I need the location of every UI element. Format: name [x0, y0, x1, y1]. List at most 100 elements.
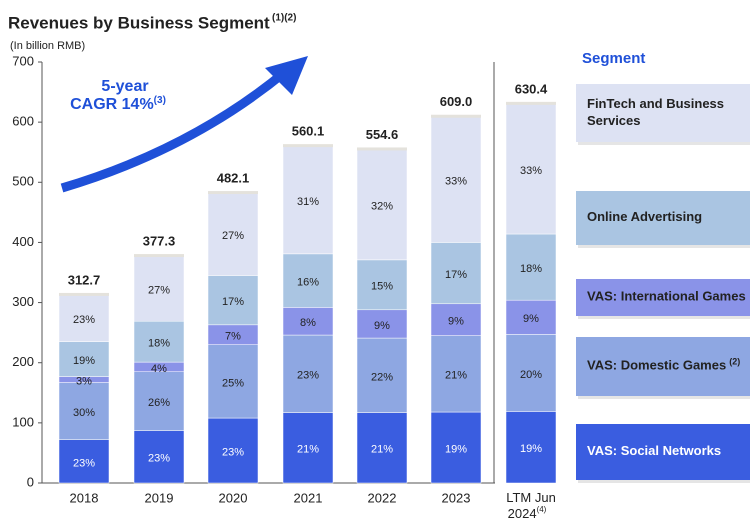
bar-cap: [357, 147, 407, 151]
total-label: 377.3: [143, 234, 176, 249]
legend-text: Online Advertising: [587, 209, 702, 224]
segment-share: 9%: [448, 316, 464, 328]
y-tick-label: 100: [12, 414, 34, 429]
legend-text: VAS: Domestic Games: [587, 358, 726, 373]
legend-swatch: [576, 424, 750, 480]
bar-segment: [207, 275, 259, 326]
bar-segment: [282, 412, 334, 484]
segment-share: 33%: [520, 165, 542, 177]
y-tick-label: 400: [12, 234, 34, 249]
segment-share: 9%: [374, 320, 390, 332]
bar-segment: [356, 149, 408, 261]
bar-segment: [282, 307, 334, 336]
segment-share: 25%: [222, 377, 244, 389]
bar-cap: [506, 101, 556, 105]
bar-segment: [207, 417, 259, 484]
growth-arrow: [60, 68, 288, 193]
bar-segment: [430, 303, 482, 336]
segment-share: 33%: [445, 175, 467, 187]
segment-share: 15%: [371, 281, 393, 293]
total-label: 482.1: [217, 170, 250, 185]
bar-segment: [282, 334, 334, 413]
bar-segment: [505, 334, 557, 412]
y-tick-label: 200: [12, 354, 34, 369]
annotation-note: (3): [154, 95, 166, 106]
segment-share: 23%: [73, 314, 95, 326]
annotation-line: 5-year: [101, 78, 148, 95]
segment-share: 23%: [297, 370, 319, 382]
bar-segment: [505, 299, 557, 335]
bar-segment: [58, 439, 110, 484]
segment-share: 23%: [148, 453, 170, 465]
x-tick-line: LTM Jun: [506, 490, 556, 505]
bar-segment: [58, 382, 110, 440]
segment-share: 8%: [300, 317, 316, 329]
legend-title: Segment: [582, 50, 645, 67]
segment-share: 27%: [148, 285, 170, 297]
bar-segment: [282, 253, 334, 308]
segment-share: 18%: [520, 263, 542, 275]
bar-cap: [431, 114, 481, 118]
x-tick-label: LTM Jun 2024(4): [506, 490, 556, 521]
legend-note: (2): [729, 357, 740, 367]
segment-share: 3%: [76, 375, 92, 387]
bar-segment: [505, 411, 557, 484]
bar-segment: [133, 320, 185, 363]
bar-cap: [134, 254, 184, 258]
total-label: 554.6: [366, 127, 399, 142]
legend-text: VAS: International Games: [587, 289, 746, 304]
annotation-line: CAGR 14%: [70, 96, 154, 113]
bar-segment: [133, 255, 185, 322]
bar-segment: [430, 411, 482, 484]
bar-segment: [356, 337, 408, 413]
segment-share: 20%: [520, 369, 542, 381]
segment-share: 32%: [371, 201, 393, 213]
segment-share: 26%: [148, 397, 170, 409]
bar-cap: [208, 191, 258, 195]
bar-segment: [505, 233, 557, 301]
bar-segment: [356, 309, 408, 339]
bar-cap: [59, 292, 109, 296]
segment-share: 17%: [445, 269, 467, 281]
bar-segment: [282, 145, 334, 255]
segment-share: 21%: [445, 370, 467, 382]
annotation: 5-year CAGR 14%(3): [70, 78, 166, 113]
legend-label: VAS: Domestic Games (2): [587, 357, 740, 373]
legend-label: VAS: Social Networks: [587, 443, 721, 458]
segment-share: 7%: [225, 331, 241, 343]
legend-swatch: [576, 337, 750, 396]
x-tick-label: 2018: [70, 490, 99, 505]
bar-segment: [207, 344, 259, 419]
segment-share: 18%: [148, 338, 170, 350]
bar-cap: [283, 144, 333, 148]
x-tick-label: 2019: [145, 490, 174, 505]
legend-line: Services: [587, 113, 641, 128]
chart-title: Revenues by Business Segment: [8, 13, 270, 32]
segment-share: 27%: [222, 230, 244, 242]
y-tick-label: 600: [12, 114, 34, 129]
legend-line: FinTech and Business: [587, 96, 724, 111]
legend-label: VAS: International Games: [587, 289, 746, 304]
y-tick-label: 700: [12, 53, 34, 68]
y-tick-label: 0: [27, 474, 34, 489]
total-label: 630.4: [515, 81, 548, 96]
segment-share: 21%: [371, 444, 393, 456]
y-tick-label: 300: [12, 294, 34, 309]
x-tick-label: 2023: [442, 490, 471, 505]
segment-share: 19%: [445, 443, 467, 455]
x-tick-label: 2021: [294, 490, 323, 505]
legend-label: Online Advertising: [587, 209, 702, 224]
segment-share: 22%: [371, 371, 393, 383]
category-note: (4): [537, 505, 547, 514]
bar-segment: [133, 430, 185, 484]
legend-swatch: [576, 84, 750, 142]
segment-share: 23%: [73, 457, 95, 469]
total-label: 560.1: [292, 124, 325, 139]
y-tick-label: 500: [12, 174, 34, 189]
legend-swatch: [576, 191, 750, 245]
total-label: 609.0: [440, 94, 473, 109]
segment-share: 30%: [73, 407, 95, 419]
bar-segment: [430, 335, 482, 413]
bar-segment: [356, 259, 408, 311]
